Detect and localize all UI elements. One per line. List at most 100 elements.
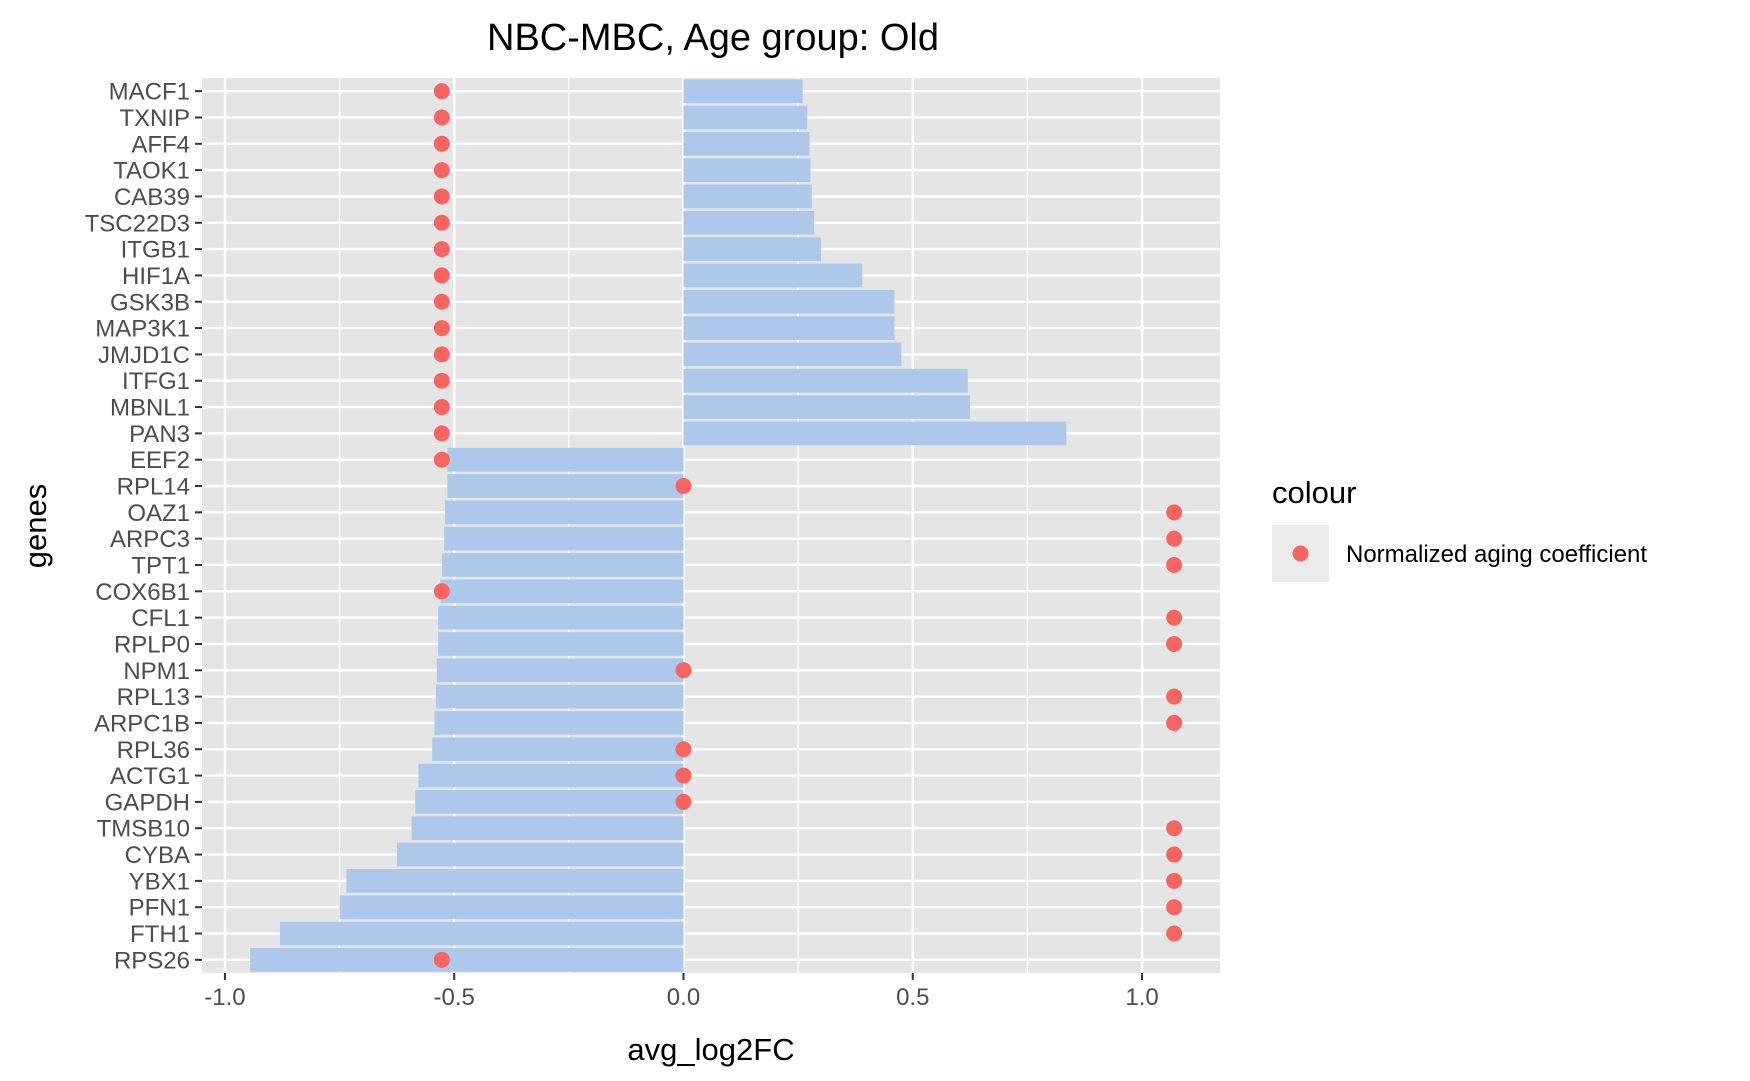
y-tick-label: YBX1	[129, 868, 190, 895]
x-tick-label: 0.0	[667, 984, 700, 1011]
data-point	[433, 399, 450, 416]
bar	[683, 210, 815, 235]
y-tick-label: RPL13	[117, 684, 190, 711]
bars	[250, 79, 1067, 972]
x-tick-label: -0.5	[434, 984, 475, 1011]
y-tick-label: TXNIP	[119, 105, 190, 132]
bar	[683, 184, 812, 209]
bar	[683, 316, 895, 340]
y-tick-label: AFF4	[131, 131, 190, 158]
y-tick-label: PFN1	[129, 895, 190, 922]
bar	[411, 816, 684, 841]
bar	[683, 79, 803, 104]
data-point	[433, 346, 450, 363]
data-point	[433, 162, 450, 179]
y-tick-label: TPT1	[131, 552, 190, 579]
data-point	[1166, 504, 1183, 521]
data-point	[433, 214, 450, 231]
data-point	[675, 741, 692, 758]
bar	[683, 368, 968, 393]
bar	[434, 711, 684, 735]
y-tick-label: RPL36	[117, 737, 190, 764]
bar	[444, 526, 684, 551]
y-tick-label: COX6B1	[95, 579, 190, 606]
bar	[447, 447, 684, 472]
bar	[438, 632, 684, 656]
y-axis-title: genes	[18, 484, 53, 568]
y-tick-label: RPS26	[114, 947, 190, 974]
data-point	[675, 793, 692, 810]
bar	[396, 842, 684, 867]
y-tick-label: MACF1	[109, 79, 190, 106]
y-tick-label: TAOK1	[113, 158, 190, 185]
y-tick-label: GAPDH	[105, 789, 190, 816]
bar	[435, 684, 684, 709]
bar	[683, 421, 1067, 446]
bar	[683, 395, 971, 419]
data-point	[433, 583, 450, 600]
data-point	[433, 135, 450, 152]
data-point	[1166, 635, 1183, 652]
y-tick-label: ARPC1B	[94, 710, 190, 737]
data-point	[1166, 925, 1183, 942]
bar	[418, 763, 684, 788]
y-tick-label: RPL14	[117, 474, 190, 501]
y-tick-label: CFL1	[131, 605, 190, 632]
bar	[683, 158, 811, 182]
bar	[445, 500, 684, 525]
bar	[447, 474, 684, 498]
y-tick-label: ARPC3	[110, 526, 190, 553]
data-point	[433, 951, 450, 968]
bar	[432, 737, 684, 762]
data-point	[433, 320, 450, 337]
data-point	[675, 662, 692, 679]
data-point	[1166, 530, 1183, 547]
data-point	[1166, 846, 1183, 863]
y-tick-label: PAN3	[129, 421, 190, 448]
y-tick-label: OAZ1	[127, 500, 190, 527]
data-point	[675, 478, 692, 495]
y-axis: MACF1TXNIPAFF4TAOK1CAB39TSC22D3ITGB1HIF1…	[85, 79, 202, 974]
y-tick-label: HIF1A	[122, 263, 190, 290]
bar	[436, 658, 684, 683]
data-point	[433, 372, 450, 389]
bar	[683, 237, 822, 261]
x-tick-label: -1.0	[204, 984, 245, 1011]
data-point	[1166, 688, 1183, 705]
y-tick-label: GSK3B	[110, 289, 190, 316]
legend-key-point	[1292, 545, 1309, 562]
y-tick-label: EEF2	[130, 447, 190, 474]
y-tick-label: TMSB10	[97, 816, 190, 843]
legend: colour Normalized aging coefficient	[1272, 475, 1647, 582]
data-point	[433, 293, 450, 310]
bar	[683, 342, 902, 367]
data-point	[433, 425, 450, 442]
data-point	[675, 767, 692, 784]
points	[433, 83, 1183, 968]
y-tick-label: ITFG1	[122, 368, 190, 395]
x-tick-label: 0.5	[896, 984, 929, 1011]
data-point	[433, 109, 450, 126]
bar	[440, 579, 684, 604]
bar	[415, 790, 684, 814]
bar	[438, 605, 684, 630]
data-point	[433, 451, 450, 468]
chart-title: NBC-MBC, Age group: Old	[487, 17, 939, 59]
y-tick-label: TSC22D3	[85, 210, 190, 237]
bar	[683, 263, 863, 288]
y-tick-label: ITGB1	[121, 237, 190, 264]
bar	[683, 289, 895, 314]
bar	[250, 947, 684, 972]
data-point	[1166, 556, 1183, 573]
y-tick-label: JMJD1C	[98, 342, 190, 369]
data-point	[433, 241, 450, 258]
legend-title: colour	[1272, 475, 1356, 510]
data-point	[1166, 714, 1183, 731]
data-point	[1166, 872, 1183, 889]
y-tick-label: NPM1	[123, 658, 190, 685]
data-point	[1166, 820, 1183, 837]
bar	[339, 895, 684, 920]
data-point	[1166, 899, 1183, 916]
y-tick-label: ACTG1	[110, 763, 190, 790]
